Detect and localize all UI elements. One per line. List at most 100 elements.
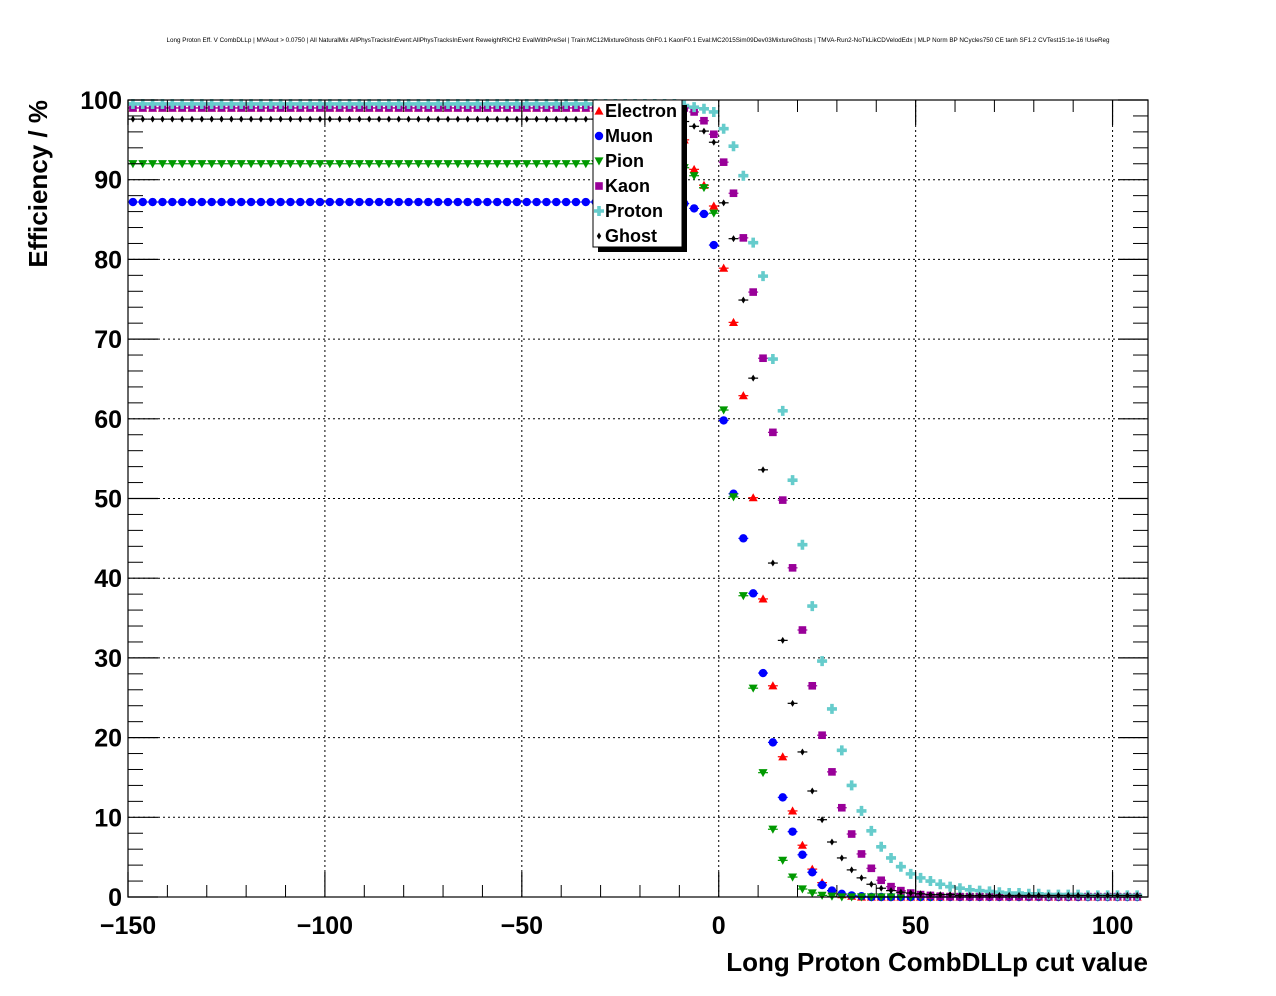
y-axis-title: Efficiency / % (23, 100, 53, 268)
data-point (435, 115, 441, 123)
data-point (475, 115, 480, 123)
y-tick-label: 80 (94, 246, 122, 274)
data-point (915, 872, 926, 883)
data-point (768, 825, 778, 834)
legend-marker-muon (594, 131, 604, 141)
data-point (393, 98, 404, 109)
data-point (433, 160, 443, 169)
data-point (699, 184, 709, 193)
data-point (127, 98, 138, 109)
data-point (383, 98, 394, 109)
data-point (376, 115, 382, 123)
data-point (473, 197, 482, 207)
data-point (542, 197, 551, 207)
data-point (492, 98, 503, 109)
data-point (552, 197, 561, 207)
data-point (394, 160, 404, 169)
data-point (849, 866, 854, 874)
data-point (137, 98, 148, 109)
data-point (236, 98, 247, 109)
data-point (305, 98, 316, 109)
data-point (798, 850, 807, 859)
data-point (964, 884, 975, 895)
data-point (797, 885, 807, 894)
data-point (561, 160, 571, 169)
legend-label-electron: Electron (605, 101, 677, 121)
data-point (826, 703, 837, 714)
y-tick-label: 10 (94, 804, 122, 832)
data-point (148, 160, 158, 169)
data-point (384, 160, 394, 169)
data-point (229, 115, 234, 123)
data-point (324, 98, 335, 109)
x-tick-label: −100 (297, 912, 353, 940)
data-point (423, 160, 433, 169)
data-point (325, 197, 335, 207)
data-point (463, 197, 472, 207)
data-point (967, 891, 972, 899)
data-point (416, 115, 421, 123)
data-point (945, 881, 956, 892)
data-point (298, 115, 303, 123)
data-point (374, 98, 385, 109)
legend-label-kaon: Kaon (605, 176, 650, 196)
data-point (711, 138, 717, 146)
data-point (767, 354, 778, 365)
data-point (337, 115, 342, 123)
data-point (847, 830, 856, 838)
data-point (325, 160, 335, 169)
data-point (905, 868, 916, 879)
data-point (452, 98, 463, 109)
data-point (286, 197, 295, 207)
legend-marker-pion (594, 157, 604, 166)
data-point (483, 197, 492, 207)
data-point (207, 160, 217, 169)
data-point (443, 160, 453, 169)
data-point (718, 123, 729, 134)
data-point (580, 98, 591, 109)
data-point (800, 748, 805, 756)
data-point (710, 130, 718, 139)
data-point (770, 559, 776, 567)
data-point (741, 296, 746, 304)
data-point (463, 160, 473, 169)
data-point (571, 197, 581, 207)
data-point (859, 874, 864, 882)
data-point (167, 98, 178, 109)
legend-label-ghost: Ghost (605, 226, 657, 246)
y-tick-label: 100 (80, 87, 122, 115)
data-point (977, 891, 982, 899)
data-point (246, 160, 256, 169)
data-point (445, 115, 451, 123)
data-point (758, 594, 768, 603)
data-point (426, 115, 431, 123)
data-point (217, 160, 227, 169)
y-tick-label: 90 (94, 167, 122, 195)
data-point (581, 197, 591, 207)
data-point (554, 115, 559, 123)
y-tick-label: 0 (108, 884, 122, 912)
data-point (788, 564, 797, 572)
data-point (760, 466, 766, 474)
data-point (778, 752, 788, 761)
data-point (347, 115, 352, 123)
data-point (177, 160, 187, 169)
x-tick-label: −50 (501, 912, 543, 940)
data-point (817, 880, 827, 890)
data-point (758, 769, 768, 778)
data-point (355, 197, 364, 207)
data-point (748, 684, 758, 693)
data-point (404, 160, 414, 169)
data-point (719, 158, 728, 166)
data-point (846, 780, 857, 791)
data-point (729, 493, 739, 502)
data-point (798, 626, 807, 634)
data-point (462, 98, 473, 109)
data-point (738, 391, 748, 400)
data-point (354, 98, 365, 109)
data-point (974, 885, 985, 896)
data-point (502, 197, 512, 207)
data-point (739, 234, 748, 242)
data-point (404, 197, 413, 207)
data-point (199, 115, 205, 123)
